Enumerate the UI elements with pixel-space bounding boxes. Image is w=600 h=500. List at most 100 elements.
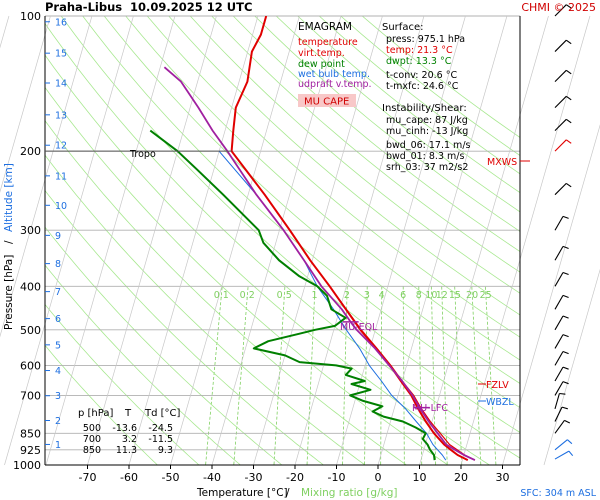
bwd06-value: bwd_06: 17.1 m/s <box>386 140 471 151</box>
legend-title: EMAGRAM <box>298 21 352 33</box>
fzlv-label: FZLV <box>486 380 509 391</box>
isotherm-line <box>87 15 217 466</box>
isotherm-line <box>419 15 549 466</box>
pressure-tick-label: 925 <box>20 444 41 457</box>
altitude-tick-label: 12 <box>55 141 67 152</box>
temperature-tick-label: -50 <box>162 471 180 484</box>
isotherm-line <box>0 15 93 338</box>
wind-barb-flag <box>562 315 569 319</box>
mu-cinh-value: mu_cinh: -13 J/kg <box>386 126 468 137</box>
dry-adiabat <box>211 16 520 273</box>
isotherm-line <box>460 15 591 466</box>
wind-barb-shaft <box>554 366 564 382</box>
pressure-tick-label: 850 <box>20 427 41 440</box>
dry-adiabats <box>45 16 520 465</box>
dry-adiabat <box>189 16 520 294</box>
altitude-tick-label: 7 <box>55 287 61 298</box>
wind-barb-shaft <box>554 393 560 410</box>
wind-barb-flag <box>565 95 572 101</box>
wind-barb-shaft <box>554 183 567 196</box>
mixing-ratio-line <box>484 286 497 465</box>
wind-barb-shaft <box>554 381 564 396</box>
dry-adiabat <box>45 86 449 465</box>
altitude-tick-label: 16 <box>55 17 67 28</box>
mixing-ratio-label: 0.1 <box>214 290 229 301</box>
mixing-ratio-label: 0.2 <box>240 290 255 301</box>
table-header-p: p [hPa] <box>78 408 113 419</box>
x-axis-label-temperature: Temperature [°C] <box>196 487 288 499</box>
dry-adiabat <box>168 16 520 316</box>
mixing-ratio-line <box>273 286 286 465</box>
temperature-tick-label: 20 <box>454 471 468 484</box>
isotherm-line <box>0 15 51 193</box>
isotherm-line <box>4 15 134 466</box>
table-row-p: 700 <box>83 434 101 445</box>
pressure-tick-label: 100 <box>20 10 41 23</box>
x-axis-label-separator: / <box>286 487 290 499</box>
legend-mu-cape: MU CAPE <box>304 97 349 108</box>
altitude-tick-label: 1 <box>55 440 61 451</box>
dry-adiabat <box>45 22 520 459</box>
wind-barb-flag <box>562 294 569 299</box>
mixing-ratio-label: 10 <box>425 290 437 301</box>
altitude-tick-label: 9 <box>55 231 61 242</box>
wind-barb-flag <box>565 118 572 124</box>
wind-barb-flag <box>565 4 572 9</box>
mixing-ratio-line <box>454 286 463 465</box>
mixing-ratio-label: 6 <box>400 290 406 301</box>
altitude-tick-label: 6 <box>55 314 61 325</box>
grid <box>0 15 600 466</box>
mixing-ratio-label: 15 <box>449 290 461 301</box>
mixing-ratio-line <box>471 286 482 465</box>
altitude-tick-label: 8 <box>55 259 61 270</box>
mixing-ratio-line <box>380 286 383 465</box>
dry-adiabat <box>45 344 158 465</box>
mixing-ratio-label: 3 <box>364 290 370 301</box>
station-name: Praha-Libus <box>45 0 122 14</box>
altitude-tick-label: 11 <box>55 171 67 182</box>
mu-eql-label: MU-EQL <box>340 322 378 333</box>
series-temperature <box>230 16 469 461</box>
mixing-ratio-label: 0.5 <box>277 290 292 301</box>
temperature-tick-label: 30 <box>496 471 510 484</box>
isotherm-line <box>45 15 176 466</box>
pressure-tick-label: 600 <box>20 359 41 372</box>
bwd01-value: bwd_01: 8.3 m/s <box>386 151 464 162</box>
dry-adiabat <box>60 16 520 433</box>
table-row-td: 9.3 <box>158 445 173 456</box>
legend-temperature: temperature <box>298 37 358 48</box>
altitude-tick-label: 5 <box>55 340 61 351</box>
dry-adiabat <box>232 16 520 253</box>
isotherm-line <box>377 15 508 466</box>
surface-tconv: t-conv: 20.6 °C <box>386 70 457 81</box>
wind-barb-shaft <box>554 272 564 287</box>
wbzl-label: WBZL <box>486 397 514 408</box>
altitude-tick-label: 14 <box>55 79 67 90</box>
copyright: CHMI © 2025 <box>521 1 596 14</box>
temperature-tick-label: -20 <box>286 471 304 484</box>
pressure-tick-label: 500 <box>20 324 41 337</box>
mixing-ratio-label: 25 <box>480 290 492 301</box>
sfc-label: SFC: 304 m ASL <box>520 488 596 499</box>
mixing-ratio-line <box>205 286 223 465</box>
instability-info: Instability/Shear: mu_cape: 87 J/kg mu_c… <box>382 103 471 173</box>
series-udpraft-v-temp <box>163 66 476 461</box>
wind-barb-shaft <box>554 351 564 366</box>
mixing-ratio-line <box>306 286 316 465</box>
table-row-p: 850 <box>83 445 101 456</box>
instability-title: Instability/Shear: <box>382 103 467 114</box>
isotherm-line <box>253 15 383 466</box>
wind-barb-flag <box>562 245 569 250</box>
dry-adiabat <box>146 16 520 338</box>
wind-barb-shaft <box>554 39 567 52</box>
pressure-tick-label: 700 <box>20 389 41 402</box>
temperature-tick-label: -40 <box>203 471 221 484</box>
dry-adiabat <box>275 16 520 213</box>
wind-barb-flag <box>565 182 572 188</box>
wind-barb-shaft <box>554 406 563 422</box>
wind-barb-shaft <box>554 4 567 17</box>
wind-barb-shaft <box>554 439 568 451</box>
wind-barb-flag <box>565 69 572 75</box>
